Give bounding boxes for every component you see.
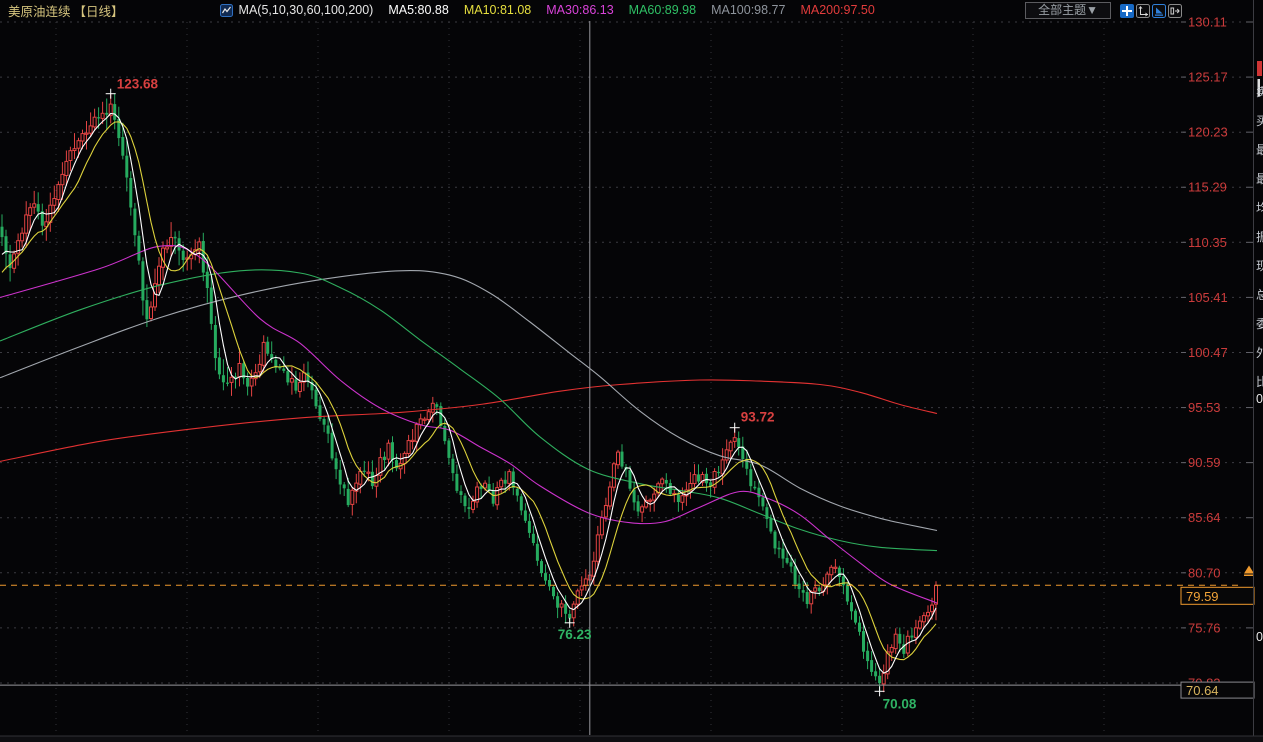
price-extreme-markers: 123.68 93.72 76.23 70.08 [105, 77, 917, 711]
chart-header: 美原油连续 【日线】 MA(5,10,30,60,100,200) MA5:80… [0, 0, 1263, 20]
svg-text:110.35: 110.35 [1188, 235, 1227, 250]
svg-text:95.53: 95.53 [1188, 400, 1221, 415]
svg-text:125.17: 125.17 [1188, 70, 1228, 85]
svg-text:现: 现 [1256, 259, 1263, 273]
candles-layer [0, 93, 938, 693]
svg-text:85.64: 85.64 [1188, 510, 1221, 525]
ma-readout: MA60:89.98 [628, 3, 697, 17]
ma-line-MA60 [0, 269, 938, 552]
crosshair [0, 21, 1243, 735]
axis-settings-icon[interactable] [1136, 3, 1150, 18]
svg-text:均: 均 [1256, 201, 1263, 215]
pane-expand-icon[interactable] [1168, 3, 1182, 18]
ma-line-MA100 [0, 270, 938, 532]
svg-text:79.59: 79.59 [1186, 589, 1219, 604]
bottom-time-axis [0, 736, 1263, 742]
svg-text:买: 买 [1256, 114, 1263, 128]
svg-text:0: 0 [1256, 630, 1263, 644]
indicator-icon [219, 3, 233, 17]
svg-text:最: 最 [1256, 172, 1263, 186]
svg-text:120.23: 120.23 [1188, 125, 1228, 140]
svg-text:委: 委 [1256, 317, 1263, 331]
svg-text:0: 0 [1256, 392, 1263, 406]
svg-text:115.29: 115.29 [1188, 180, 1227, 195]
theme-selector-button[interactable]: 全部主题▼ [1025, 2, 1111, 19]
svg-text:100.47: 100.47 [1188, 345, 1228, 360]
header-toolbar: 全部主题▼ [1025, 2, 1182, 19]
svg-text:振: 振 [1256, 230, 1263, 244]
ma-readout: MA10:81.08 [463, 3, 532, 17]
latest-price-arrow-icon [1244, 565, 1254, 574]
svg-text:76.23: 76.23 [558, 627, 592, 642]
ma-line-MA10 [1, 121, 937, 661]
svg-text:80.70: 80.70 [1188, 565, 1221, 580]
draw-mode-icon[interactable] [1152, 3, 1166, 18]
ma-readout: MA100:98.77 [711, 3, 786, 17]
svg-text:75.76: 75.76 [1188, 620, 1221, 635]
svg-text:70.08: 70.08 [883, 696, 917, 711]
ma-readout: MA30:86.13 [546, 3, 614, 17]
crosshair-icon[interactable] [1120, 3, 1134, 18]
svg-text:105.41: 105.41 [1188, 290, 1228, 305]
ma-line-MA200 [0, 379, 938, 462]
svg-text:123.68: 123.68 [117, 77, 159, 92]
svg-text:最: 最 [1256, 143, 1263, 157]
ma-params-label: MA(5,10,30,60,100,200) [238, 3, 374, 17]
svg-text:外: 外 [1256, 346, 1263, 360]
ma-line-MA5 [1, 112, 937, 674]
svg-text:90.59: 90.59 [1188, 455, 1221, 470]
svg-text:比: 比 [1256, 375, 1263, 389]
gridlines [0, 21, 1243, 735]
svg-text:93.72: 93.72 [741, 410, 775, 425]
period-label: 【日线】 [73, 4, 124, 19]
svg-text:130.11: 130.11 [1188, 15, 1227, 30]
svg-text:总: 总 [1256, 288, 1263, 302]
svg-text:卖: 卖 [1256, 85, 1263, 99]
ma-readouts: MA5:80.88 MA10:81.08 MA30:86.13 MA60:89.98 M… [373, 3, 874, 17]
svg-text:70.64: 70.64 [1186, 683, 1219, 698]
ma-line-MA30 [0, 244, 938, 604]
instrument-title: 美原油连续 [8, 4, 71, 19]
ma-readout: MA200:97.50 [800, 3, 875, 17]
ma-lines [0, 112, 938, 674]
ma-readout: MA5:80.88 [388, 3, 449, 17]
